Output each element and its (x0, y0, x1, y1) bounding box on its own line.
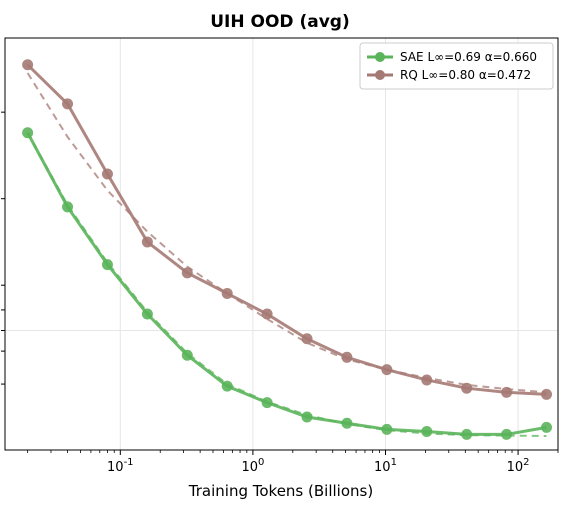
data-point (541, 388, 553, 400)
data-point (101, 168, 113, 180)
series-lines (26, 63, 547, 436)
data-point (341, 351, 353, 363)
data-point (62, 201, 74, 213)
data-point (221, 287, 233, 299)
legend-marker (375, 52, 385, 62)
data-point (381, 423, 393, 435)
data-point (141, 308, 153, 320)
data-point (22, 127, 34, 139)
data-point (341, 417, 353, 429)
data-point (421, 425, 433, 437)
legend-label: RQ L∞=0.80 α=0.472 (400, 68, 531, 82)
x-ticks: 10-1 100 101 102 (27, 450, 559, 475)
data-point (501, 386, 513, 398)
data-point (501, 428, 513, 440)
data-point (141, 236, 153, 248)
series-line-2 (26, 63, 547, 396)
x-axis-label: Training Tokens (Billions) (188, 482, 373, 500)
data-point (101, 259, 113, 271)
data-point (181, 267, 193, 279)
plot-frame (4, 37, 559, 451)
grid-lines (5, 38, 558, 450)
fit-curve-2 (26, 72, 547, 394)
fit-curves (26, 72, 547, 437)
y-ticks (1, 111, 5, 385)
data-point (301, 411, 313, 423)
series-line-1 (26, 132, 547, 436)
x-tick-label: 10-1 (107, 457, 134, 475)
x-tick-label: 101 (374, 457, 397, 475)
legend-marker (375, 70, 385, 80)
data-point (261, 308, 273, 320)
data-point (421, 374, 433, 386)
legend: SAE L∞=0.69 α=0.660 RQ L∞=0.80 α=0.472 (359, 42, 554, 90)
legend-box (359, 42, 554, 90)
data-point (221, 380, 233, 392)
data-point (62, 98, 74, 110)
data-point (461, 382, 473, 394)
data-point (261, 397, 273, 409)
data-point (381, 364, 393, 376)
data-point (181, 349, 193, 361)
x-tick-label: 102 (507, 457, 530, 475)
legend-label: SAE L∞=0.69 α=0.660 (400, 50, 537, 64)
chart-title: UIH OOD (avg) (210, 12, 349, 32)
data-point (301, 333, 313, 345)
data-point (541, 421, 553, 433)
data-point (22, 59, 34, 71)
series-points (22, 59, 553, 440)
data-point (461, 428, 473, 440)
x-tick-label: 100 (241, 457, 264, 475)
